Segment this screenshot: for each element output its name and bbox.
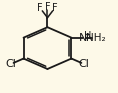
Text: Cl: Cl — [6, 59, 16, 69]
Text: H: H — [84, 31, 91, 41]
Text: F: F — [52, 3, 57, 13]
Text: NH₂: NH₂ — [86, 33, 105, 43]
Text: F: F — [37, 3, 43, 13]
Text: N: N — [79, 33, 87, 43]
Text: F: F — [45, 2, 50, 12]
Text: Cl: Cl — [78, 59, 89, 69]
